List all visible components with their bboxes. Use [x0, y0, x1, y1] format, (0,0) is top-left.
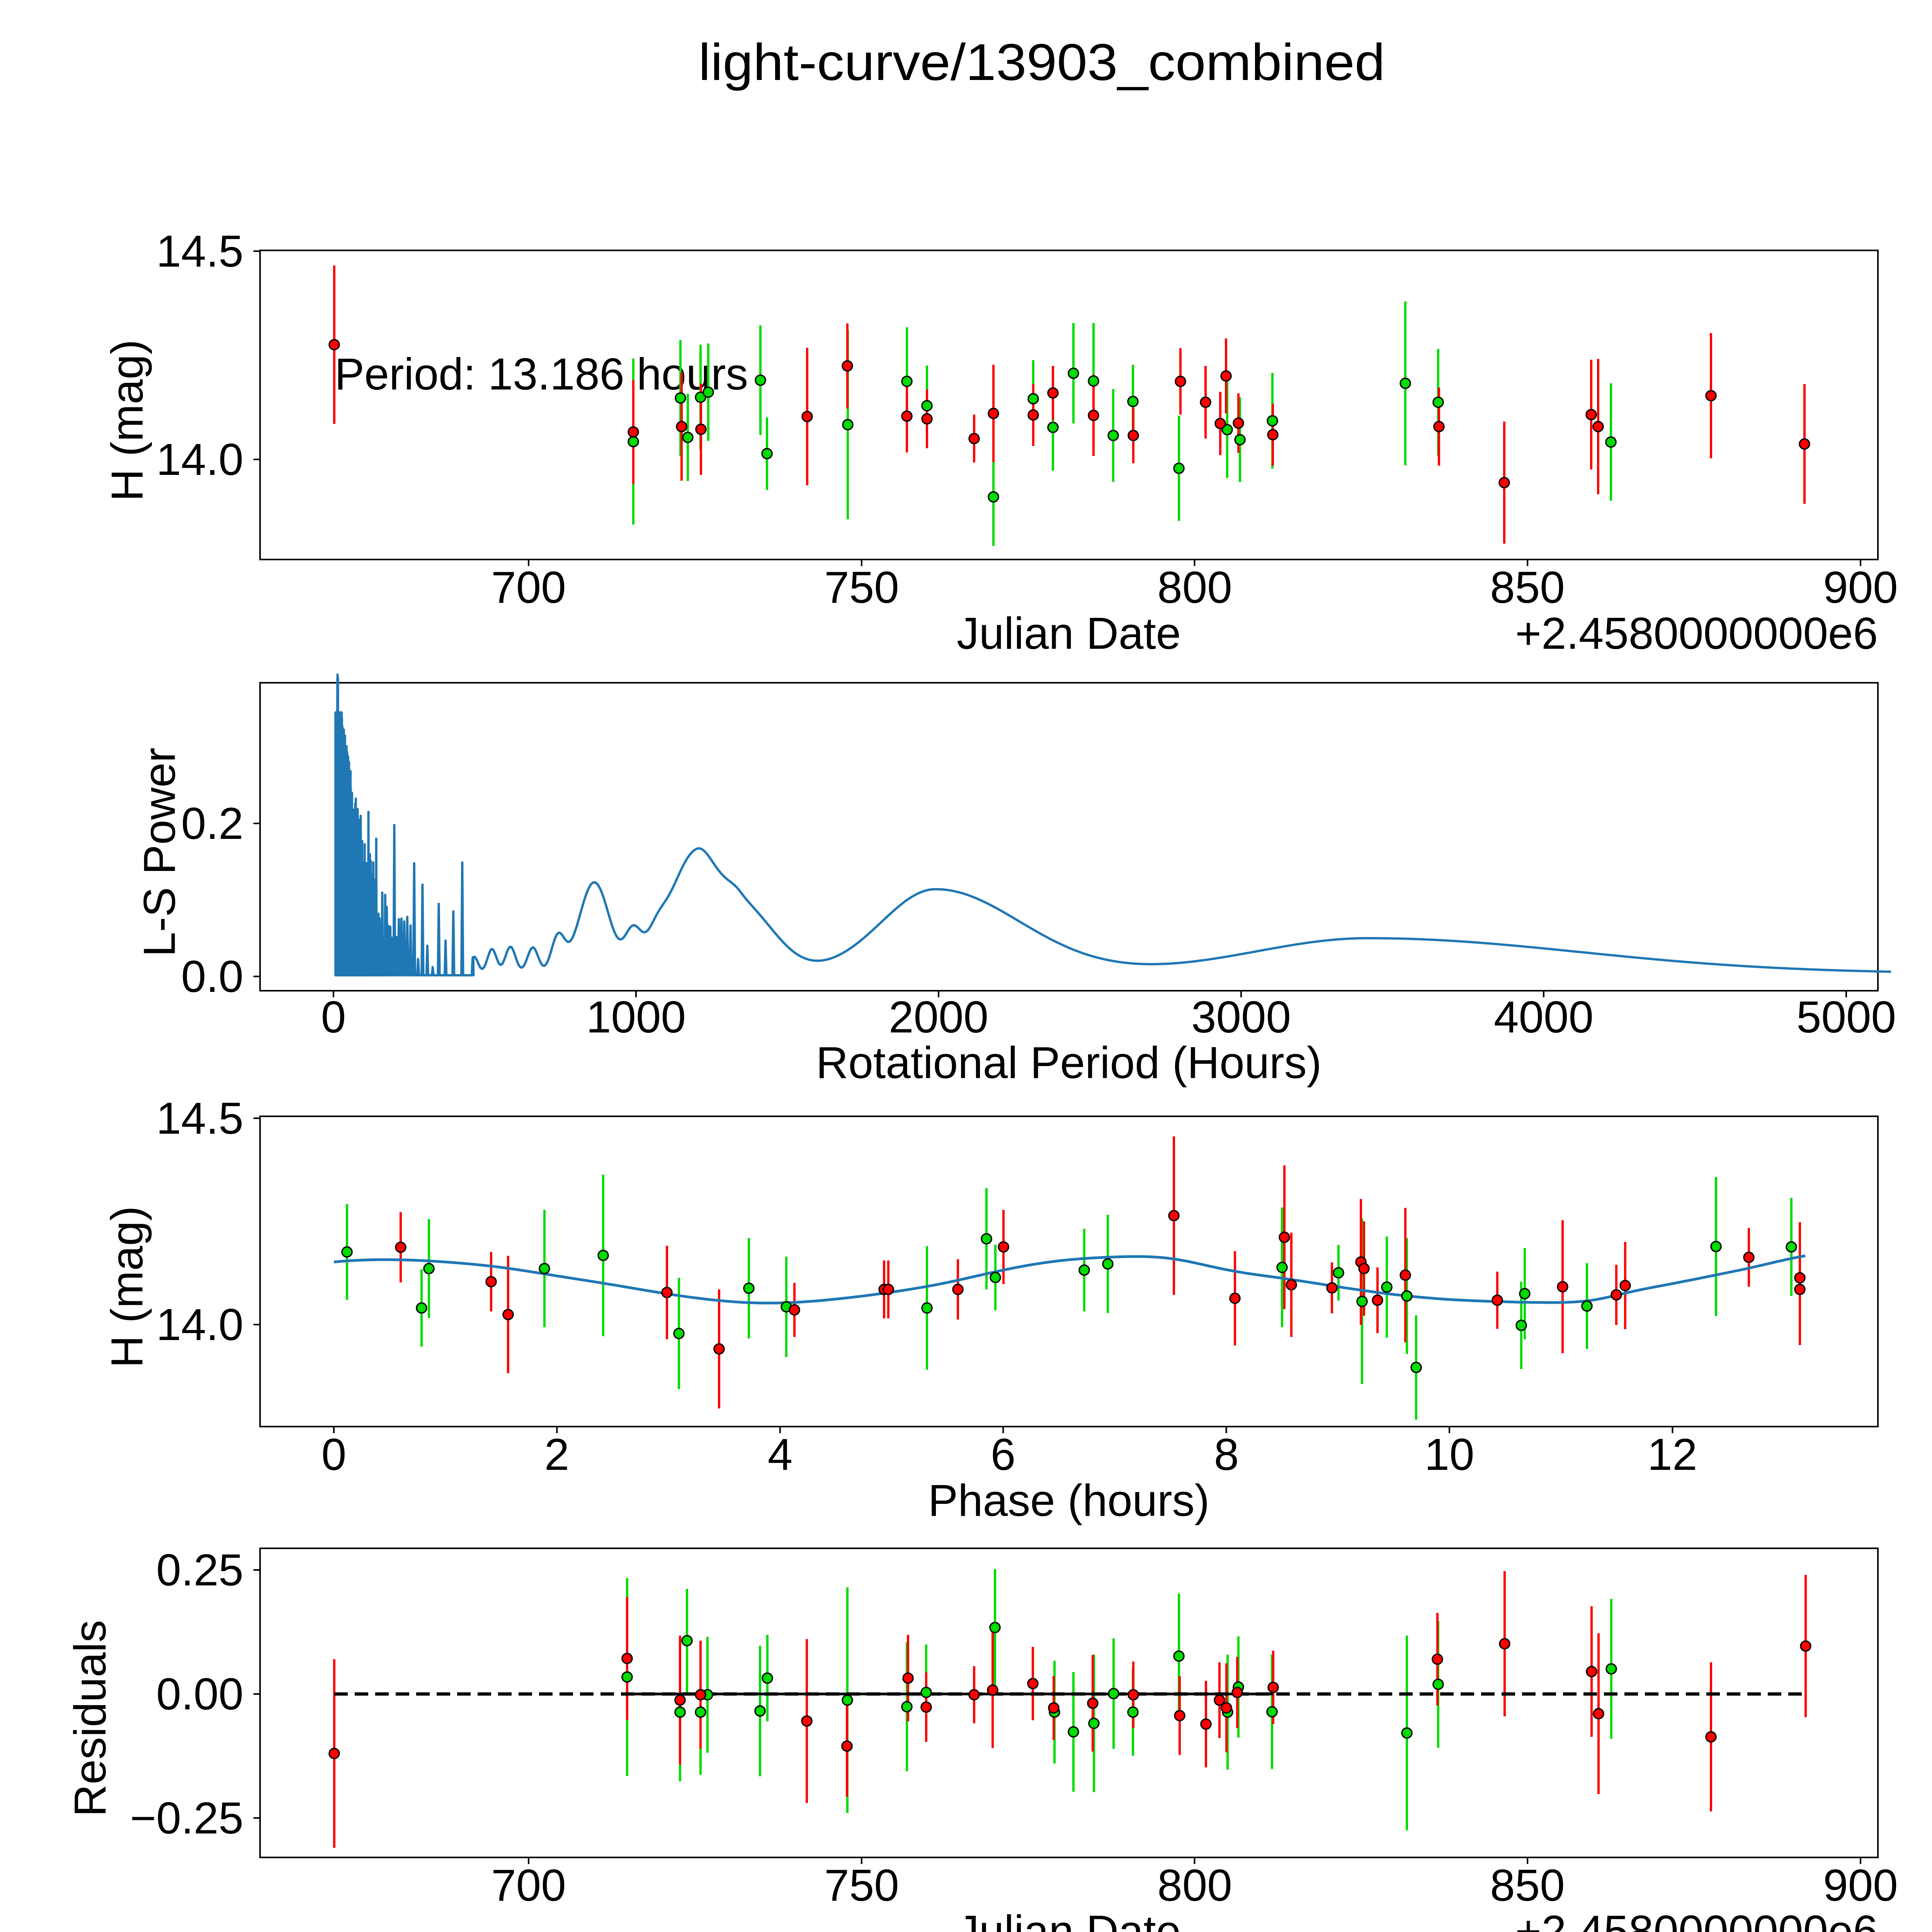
svg-text:2000: 2000: [889, 992, 988, 1042]
svg-text:14.5: 14.5: [156, 1093, 243, 1143]
svg-text:Julian Date: Julian Date: [957, 1906, 1181, 1932]
svg-text:10: 10: [1424, 1429, 1474, 1480]
svg-text:700: 700: [491, 1860, 566, 1910]
svg-text:0.2: 0.2: [181, 798, 243, 849]
svg-text:800: 800: [1157, 1860, 1232, 1910]
svg-text:700: 700: [491, 562, 566, 612]
svg-text:H (mag): H (mag): [102, 1206, 152, 1368]
svg-text:Julian Date: Julian Date: [957, 608, 1181, 658]
svg-text:0.0: 0.0: [181, 951, 243, 1002]
svg-text:0: 0: [321, 992, 346, 1042]
svg-text:Phase (hours): Phase (hours): [928, 1475, 1210, 1526]
svg-text:8: 8: [1214, 1429, 1239, 1480]
svg-text:H (mag): H (mag): [102, 340, 152, 502]
svg-text:2: 2: [544, 1429, 570, 1480]
svg-text:Rotational Period (Hours): Rotational Period (Hours): [816, 1037, 1322, 1088]
svg-text:light-curve/13903_combined: light-curve/13903_combined: [699, 34, 1385, 91]
svg-text:14.0: 14.0: [156, 1299, 243, 1350]
svg-text:4: 4: [768, 1429, 793, 1480]
svg-text:0.25: 0.25: [156, 1545, 243, 1595]
svg-text:3000: 3000: [1191, 992, 1291, 1042]
svg-text:0: 0: [321, 1429, 347, 1480]
svg-text:900: 900: [1823, 562, 1898, 612]
svg-text:+2.4580000000e6: +2.4580000000e6: [1515, 1906, 1878, 1932]
svg-text:Residuals: Residuals: [65, 1620, 115, 1816]
svg-text:+2.4580000000e6: +2.4580000000e6: [1515, 608, 1878, 658]
svg-text:750: 750: [824, 562, 899, 612]
svg-text:12: 12: [1647, 1429, 1697, 1480]
svg-text:800: 800: [1157, 562, 1232, 612]
svg-text:0.00: 0.00: [156, 1669, 243, 1719]
svg-text:1000: 1000: [586, 992, 686, 1042]
svg-text:6: 6: [991, 1429, 1016, 1480]
svg-text:5000: 5000: [1796, 992, 1896, 1042]
svg-text:850: 850: [1490, 562, 1565, 612]
svg-text:4000: 4000: [1494, 992, 1594, 1042]
svg-text:750: 750: [824, 1860, 899, 1910]
svg-text:L-S Power: L-S Power: [134, 748, 185, 957]
svg-text:850: 850: [1490, 1860, 1565, 1910]
svg-text:900: 900: [1823, 1860, 1898, 1910]
svg-text:−0.25: −0.25: [130, 1793, 243, 1843]
svg-text:Period: 13.186 hours: Period: 13.186 hours: [335, 349, 748, 399]
svg-text:14.5: 14.5: [156, 226, 243, 276]
svg-text:14.0: 14.0: [156, 434, 243, 485]
